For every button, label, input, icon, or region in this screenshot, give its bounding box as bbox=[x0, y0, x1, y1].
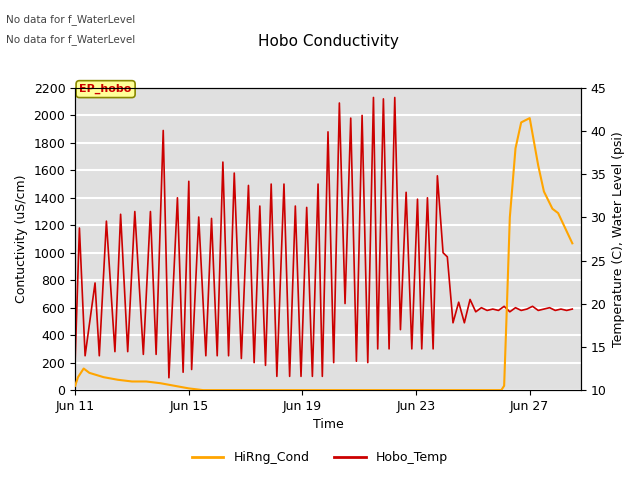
Text: No data for f_WaterLevel: No data for f_WaterLevel bbox=[6, 14, 136, 25]
Title: Hobo Conductivity: Hobo Conductivity bbox=[257, 34, 399, 49]
Text: No data for f_WaterLevel: No data for f_WaterLevel bbox=[6, 34, 136, 45]
X-axis label: Time: Time bbox=[312, 419, 344, 432]
Y-axis label: Temperature (C), Water Level (psi): Temperature (C), Water Level (psi) bbox=[612, 131, 625, 347]
Y-axis label: Contuctivity (uS/cm): Contuctivity (uS/cm) bbox=[15, 175, 28, 303]
Text: EP_hobo: EP_hobo bbox=[79, 84, 132, 94]
Legend: HiRng_Cond, Hobo_Temp: HiRng_Cond, Hobo_Temp bbox=[187, 446, 453, 469]
